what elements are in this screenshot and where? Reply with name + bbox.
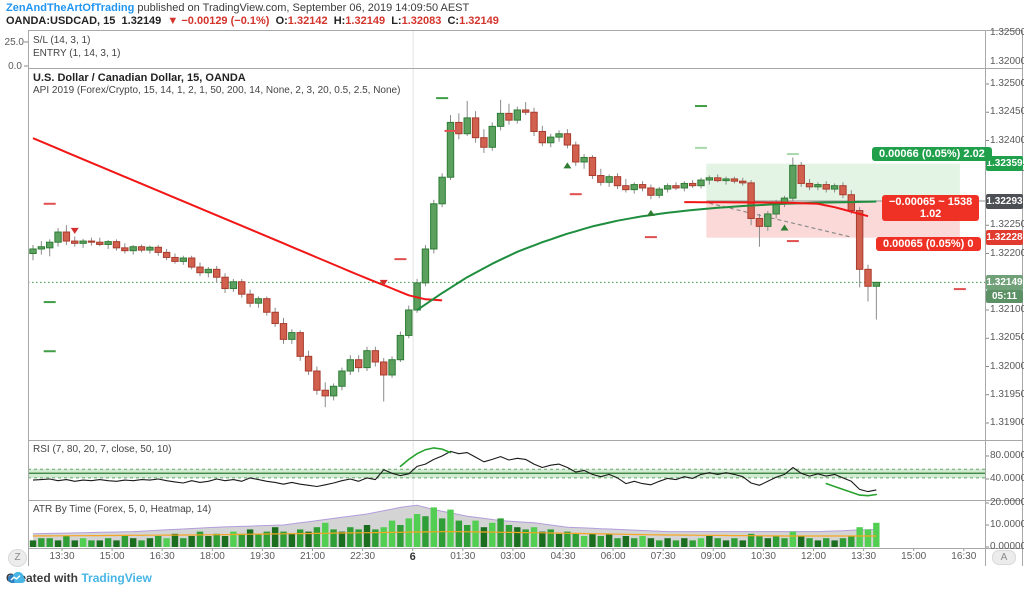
time-tick-09:00: 09:00 — [700, 551, 726, 562]
time-tick-19:30: 19:30 — [249, 551, 275, 562]
rsi-label[interactable]: RSI (7, 80, 20, 7, close, 50, 10) — [33, 444, 172, 455]
stop-loss-tag: 1.32228 — [986, 230, 1023, 245]
take-profit-label: 0.00066 (0.05%) 2.02 — [872, 147, 992, 161]
rsi-pane — [28, 447, 985, 497]
time-tick-06:00: 06:00 — [600, 551, 626, 562]
candle-bodies — [29, 109, 881, 397]
take-profit-tag: 1.32359 — [986, 156, 1023, 171]
candle-wicks — [32, 99, 877, 408]
low-label: L: — [391, 15, 402, 27]
time-tick-21:00: 21:00 — [299, 551, 326, 562]
high-value: 1.32149 — [345, 15, 386, 27]
countdown-tag: 05:11 — [986, 290, 1023, 303]
pnl-label: −0.00065 ~ 1538 1.02 — [882, 195, 980, 221]
rsi-tick-80.00000: 80.00000 — [990, 450, 1024, 461]
time-tick-18:00: 18:00 — [199, 551, 225, 562]
price-tick-1.31950: 1.31950 — [990, 388, 1024, 400]
frame-bottom — [28, 548, 1022, 549]
chart-title[interactable]: U.S. Dollar / Canadian Dollar, 15, OANDA — [33, 72, 246, 84]
timezone-button[interactable]: Z — [8, 549, 27, 567]
pane-divider-1 — [28, 68, 1022, 69]
frame-top — [28, 30, 1022, 31]
time-tick-16:30: 16:30 — [149, 551, 175, 562]
price-change: ▼ −0.00129 (−0.1%) — [167, 15, 270, 27]
price-tick-1.32200: 1.32200 — [990, 247, 1024, 259]
atr-pane — [29, 504, 880, 547]
sl-indicator-label[interactable]: S/L (14, 3, 1) — [33, 35, 91, 46]
rsi-tick-40.00000: 40.00000 — [990, 473, 1024, 484]
price-tick-1.32050: 1.32050 — [990, 332, 1024, 344]
open-value: 1.32142 — [287, 15, 328, 27]
publish-text: published on TradingView.com, September … — [134, 2, 470, 14]
pnl-line2: 1.02 — [919, 208, 942, 220]
time-tick-15:00: 15:00 — [901, 551, 927, 562]
publish-line: ZenAndTheArtOfTrading published on Tradi… — [6, 2, 469, 14]
close-value: 1.32149 — [459, 15, 499, 27]
time-tick-07:30: 07:30 — [650, 551, 676, 562]
price-tick-1.32250: 1.32250 — [990, 219, 1024, 231]
ohlc-line: OANDA:USDCAD, 15 1.32149 ▼ −0.00129 (−0.… — [6, 15, 499, 27]
last-price-tag: 1.32149 — [986, 275, 1023, 290]
open-label: O: — [275, 15, 288, 27]
price-tick-1.32100: 1.32100 — [990, 304, 1024, 315]
axis-separator[interactable] — [985, 30, 986, 566]
frame-left — [28, 30, 29, 566]
high-label: H: — [333, 15, 346, 27]
time-tick-16:30: 16:30 — [951, 551, 977, 562]
strategy-subtitle[interactable]: API 2019 (Forex/Crypto, 15, 14, 1, 2, 1,… — [33, 85, 401, 96]
tradingview-brand-link[interactable]: TradingView — [81, 571, 152, 585]
price-tick-1.32450: 1.32450 — [990, 106, 1024, 118]
author-link[interactable]: ZenAndTheArtOfTrading — [6, 2, 135, 14]
signal-markers — [43, 97, 966, 353]
pane-divider-2[interactable] — [28, 440, 1022, 441]
time-tick-6: 6 — [409, 551, 416, 563]
time-tick-01:30: 01:30 — [450, 551, 476, 562]
low-value: 1.32083 — [401, 15, 442, 27]
time-tick-15:00: 15:00 — [99, 551, 125, 562]
price-tick-1.32400: 1.32400 — [990, 134, 1024, 146]
left-axis-0: 0.0 — [8, 61, 22, 72]
pane-divider-3[interactable] — [28, 500, 1022, 501]
pane1-axis-high: 1.32500 — [990, 27, 1024, 38]
time-tick-22:30: 22:30 — [350, 551, 376, 562]
time-tick-10:30: 10:30 — [750, 551, 776, 562]
price-tick-1.32500: 1.32500 — [990, 78, 1024, 89]
atr-tick-0.00000: 0.00000 — [990, 541, 1024, 552]
symbol-label[interactable]: OANDA:USDCAD, 15 — [6, 15, 116, 27]
atr-tick-20.00000: 20.00000 — [990, 497, 1024, 508]
entry-indicator-label[interactable]: ENTRY (1, 14, 3, 1) — [33, 48, 121, 59]
atr-label[interactable]: ATR By Time (Forex, 5, 0, Heatmap, 14) — [33, 504, 212, 515]
pnl-line1: −0.00065 ~ 1538 — [889, 196, 973, 208]
last-price: 1.32149 — [121, 15, 162, 27]
entry-price-tag: 1.32293 — [986, 194, 1023, 209]
time-tick-13:30: 13:30 — [851, 551, 877, 562]
stop-loss-label: 0.00065 (0.05%) 0 — [876, 237, 981, 251]
auto-scale-button[interactable]: A — [992, 550, 1016, 565]
atr-tick-10.00000: 10.00000 — [990, 519, 1024, 530]
left-axis-25: 25.0 — [4, 37, 24, 48]
close-label: C: — [447, 15, 460, 27]
footer: Created with TradingView — [6, 571, 152, 585]
price-tick-1.31900: 1.31900 — [990, 417, 1024, 428]
price-tick-1.32000: 1.32000 — [990, 360, 1024, 372]
time-tick-13:30: 13:30 — [49, 551, 75, 562]
time-tick-04:30: 04:30 — [550, 551, 576, 562]
pane1-axis-low: 1.32000 — [990, 56, 1024, 67]
time-tick-03:00: 03:00 — [500, 551, 526, 562]
time-tick-12:00: 12:00 — [800, 551, 827, 562]
moving-averages — [32, 137, 877, 311]
tradingview-logo-icon — [7, 571, 25, 583]
